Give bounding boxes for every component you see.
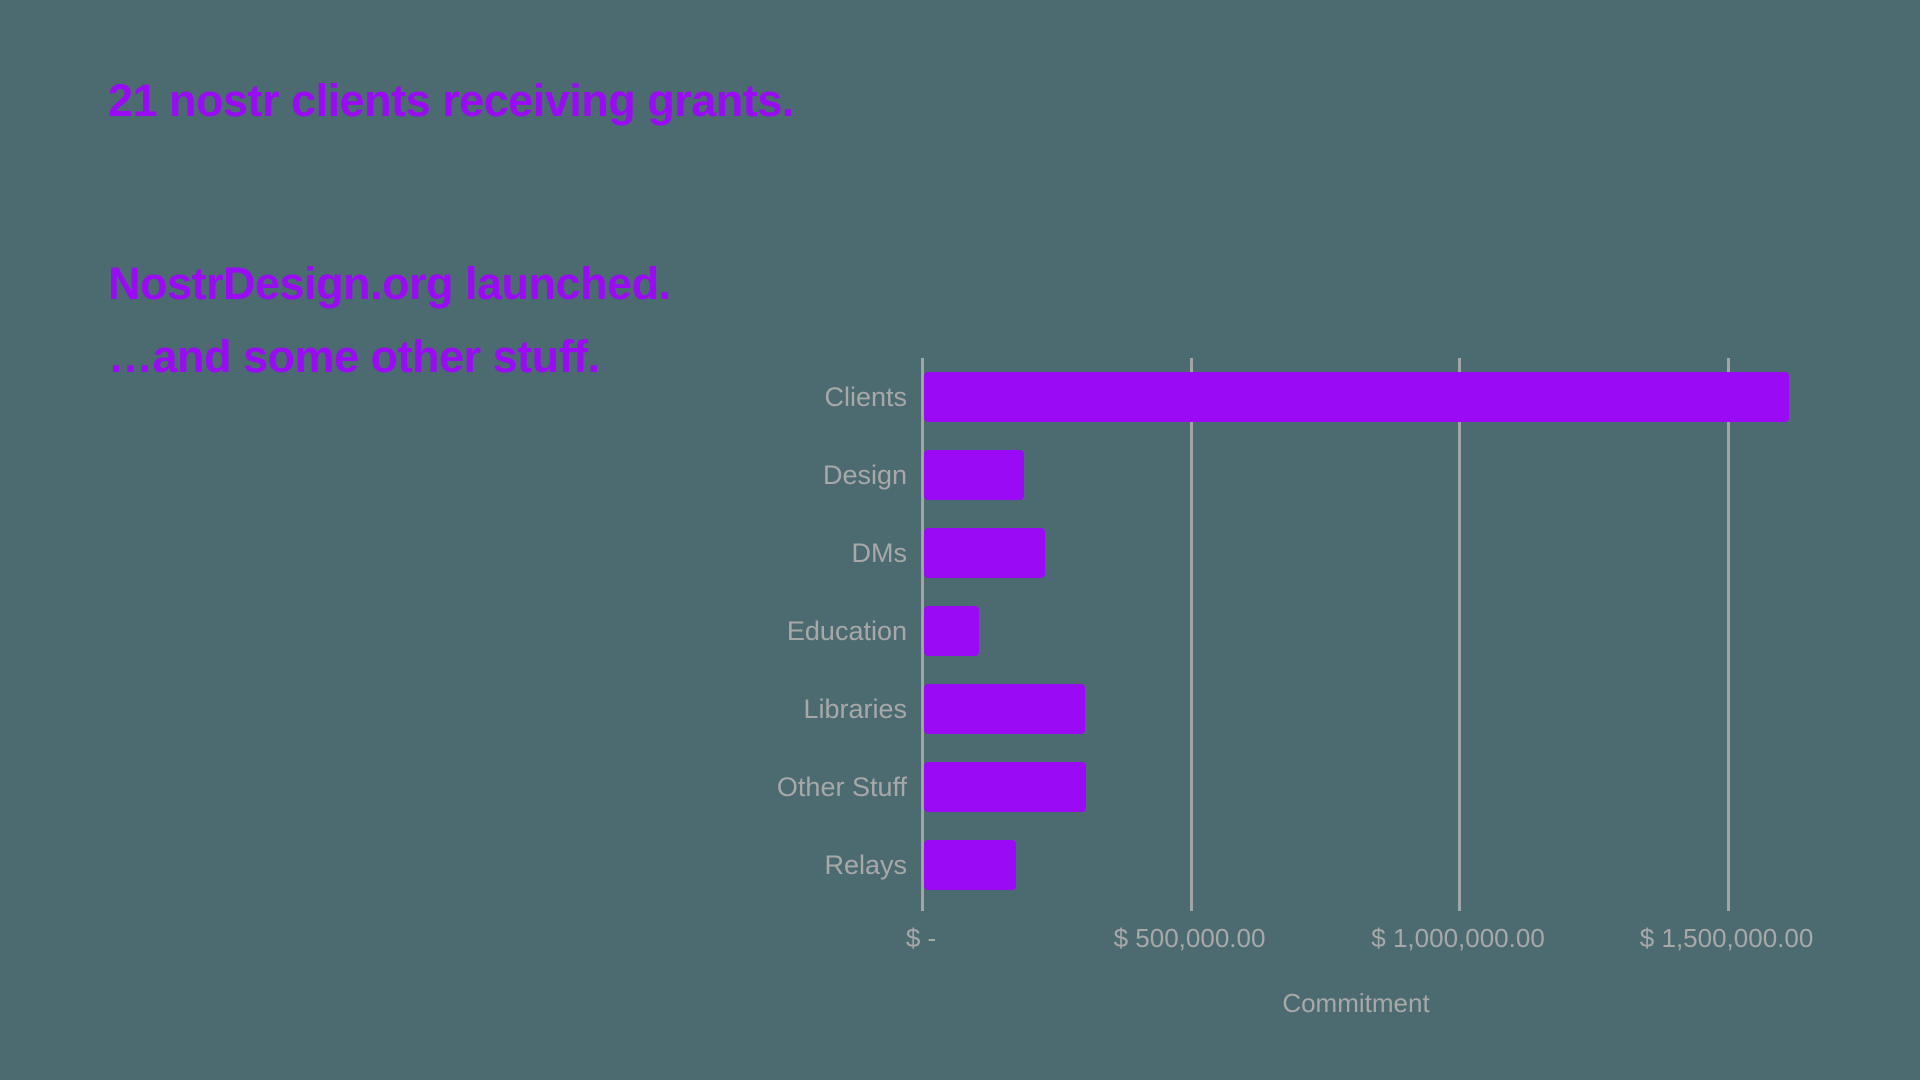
bar-row[interactable]: Other Stuff [777,748,1791,826]
bar-row[interactable]: Relays [824,826,1791,904]
x-axis-tick-labels: $ - $ 500,000.00 $ 1,000,000.00 $ 1,500,000… [906,923,1813,963]
plot-area: Clients Design DMs Education Libraries Other … [777,358,1813,1018]
bar-education[interactable] [924,606,979,656]
category-label-dms: DMs [851,538,908,568]
x-tick-label-0: $ - [905,923,937,953]
headline-line-2: NostrDesign.org launched. [108,258,671,309]
gridline-1000000 [1458,358,1462,911]
x-axis-title: Commitment [1282,988,1430,1018]
bar-libraries[interactable] [924,684,1086,734]
headline-block: 21 nostr clients receiving grants. Nostr… [108,78,1008,379]
bar-relays[interactable] [924,840,1016,890]
headline-line-3: …and some other stuff. [108,331,600,382]
gridline-500000 [1189,358,1193,911]
bar-row[interactable]: Design [823,436,1791,514]
bar-row[interactable]: Clients [824,358,1791,436]
headline-line-1: 21 nostr clients receiving grants. [108,75,794,126]
bar-clients[interactable] [924,372,1789,422]
bar-row[interactable]: Libraries [803,670,1791,748]
bar-row[interactable]: Education [787,592,1791,670]
x-tick-label-500000: $ 500,000.00 [1113,923,1266,953]
y-axis-line [921,358,924,911]
category-label-libraries: Libraries [803,694,907,724]
x-tick-label-1000000: $ 1,000,000.00 [1371,923,1545,953]
commitment-bar-chart: Clients Design DMs Education Libraries Other … [760,350,1840,1018]
category-label-relays: Relays [824,850,907,880]
category-label-other-stuff: Other Stuff [776,772,907,802]
gridline-1500000 [1726,358,1730,911]
bar-dms[interactable] [924,528,1045,578]
bar-design[interactable] [924,450,1024,500]
bar-other-stuff[interactable] [924,762,1087,812]
x-tick-label-1500000: $ 1,500,000.00 [1639,923,1814,953]
bar-row[interactable]: DMs [852,514,1791,592]
category-label-design: Design [822,460,907,490]
bars-layer: Clients Design DMs Education Libraries Other … [777,358,1791,911]
category-label-education: Education [786,616,907,646]
category-label-clients: Clients [824,382,907,412]
